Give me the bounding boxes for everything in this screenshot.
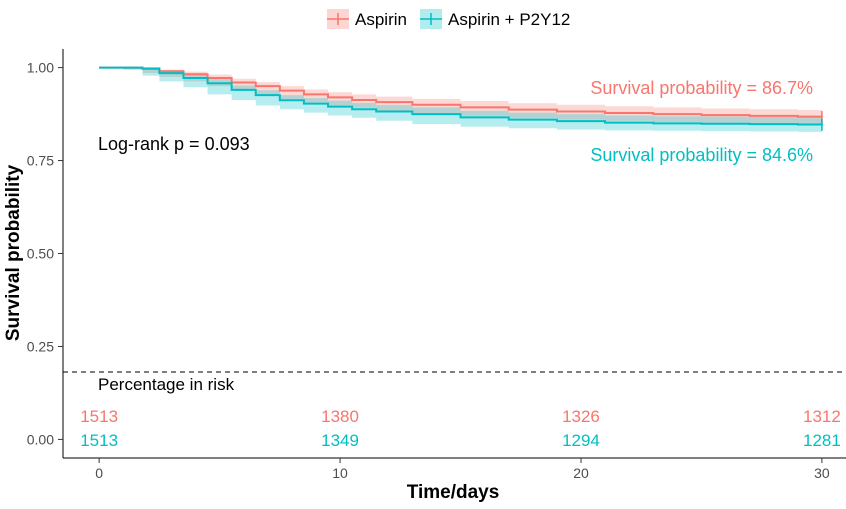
x-tick-label: 30: [814, 465, 830, 481]
risk-value-aspirin-p2y12: 1294: [562, 431, 600, 450]
ci-band-aspirin: [99, 67, 822, 124]
legend-label-aspirin-p2y12: Aspirin + P2Y12: [448, 10, 570, 29]
risk-value-aspirin: 1312: [803, 407, 841, 426]
legend: Aspirin Aspirin + P2Y12: [327, 9, 570, 29]
y-tick-label: 0.25: [27, 338, 54, 354]
final-label-aspirin: Survival probability = 86.7%: [590, 78, 813, 98]
legend-item-aspirin-p2y12: Aspirin + P2Y12: [420, 9, 570, 29]
y-axis-ticks: 0.00 0.25 0.50 0.75 1.00: [27, 60, 63, 447]
y-axis-title: Survival probability: [3, 164, 24, 341]
legend-item-aspirin: Aspirin: [327, 9, 407, 29]
risk-value-aspirin-p2y12: 1281: [803, 431, 841, 450]
logrank-label: Log-rank p = 0.093: [98, 134, 250, 154]
risk-value-aspirin: 1380: [321, 407, 359, 426]
y-tick-label: 0.50: [27, 246, 54, 262]
risk-table-title: Percentage in risk: [98, 375, 235, 394]
ci-band-aspirin-p2y12: [99, 67, 822, 132]
confidence-bands: [99, 67, 822, 132]
x-tick-label: 0: [95, 465, 103, 481]
survival-line-aspirin-p2y12: [99, 66, 823, 126]
x-axis-title: Time/days: [407, 482, 500, 503]
risk-value-aspirin-p2y12: 1349: [321, 431, 359, 450]
y-tick-label: 0.00: [27, 431, 54, 447]
y-tick-label: 1.00: [27, 60, 54, 76]
x-tick-label: 20: [573, 465, 589, 481]
survival-line-aspirin: [99, 66, 823, 118]
x-axis-ticks: 0 10 20 30: [95, 458, 830, 481]
x-tick-label: 10: [332, 465, 348, 481]
risk-value-aspirin-p2y12: 1513: [80, 431, 118, 450]
y-tick-label: 0.75: [27, 153, 54, 169]
risk-table: 1513 1380 1326 1312 1513 1349 1294 1281: [80, 407, 841, 450]
legend-label-aspirin: Aspirin: [355, 10, 407, 29]
risk-value-aspirin: 1326: [562, 407, 600, 426]
survival-lines: [99, 66, 823, 131]
risk-value-aspirin: 1513: [80, 407, 118, 426]
final-label-aspirin-p2y12: Survival probability = 84.6%: [590, 145, 813, 165]
